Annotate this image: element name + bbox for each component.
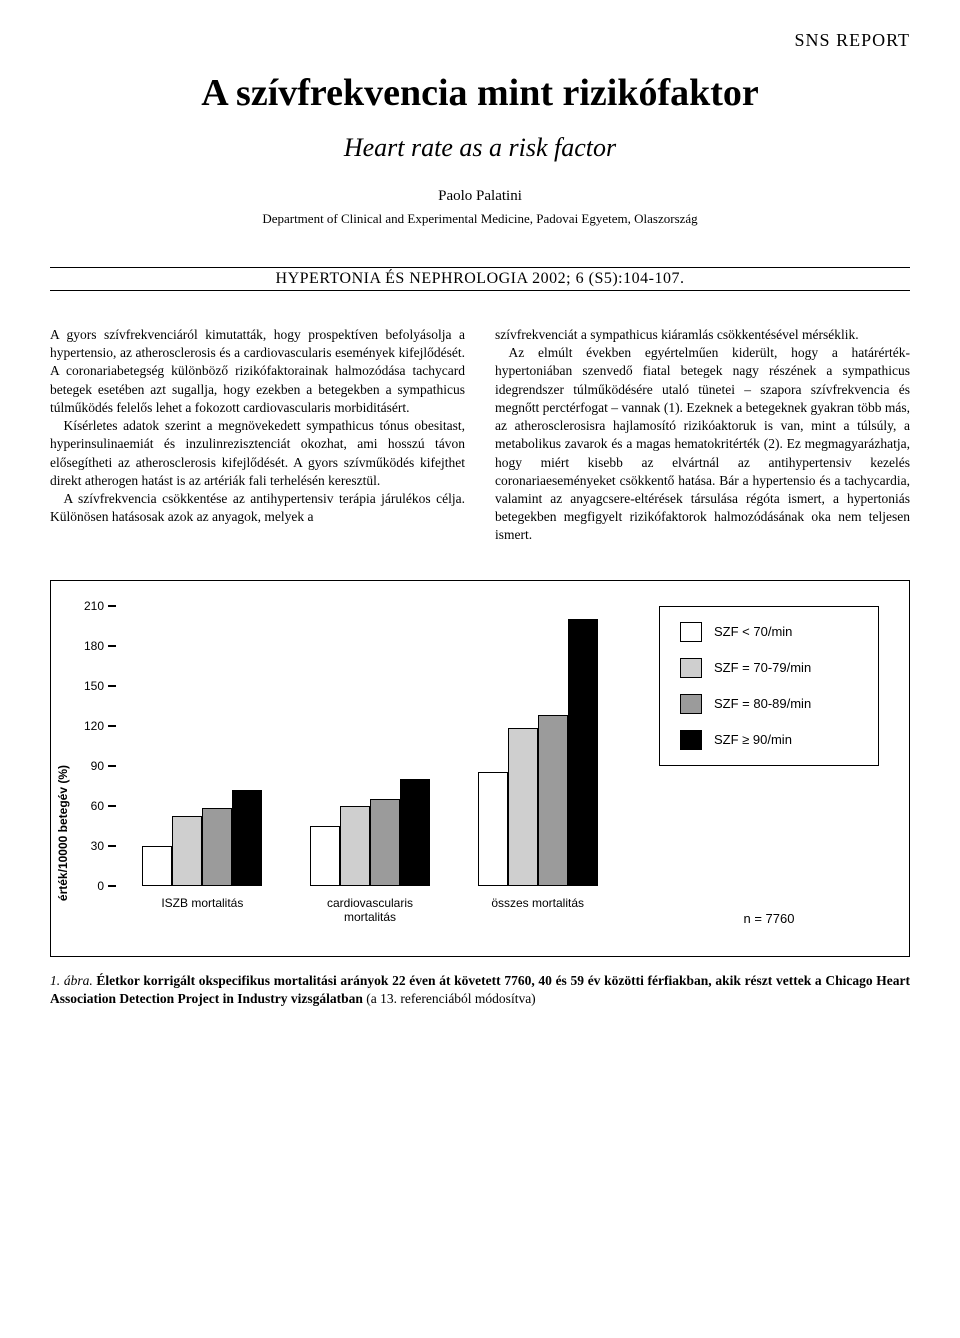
y-tick: 150	[84, 679, 116, 693]
y-tick: 180	[84, 639, 116, 653]
bar-group	[476, 619, 599, 886]
legend-label: SZF = 80-89/min	[714, 696, 811, 711]
y-tick: 90	[91, 759, 116, 773]
legend-label: SZF < 70/min	[714, 624, 792, 639]
bar	[340, 806, 370, 886]
body-paragraph: Az elmúlt években egyértelműen kiderült,…	[495, 344, 910, 544]
chart-area: érték/10000 betegév (%) 0306090120150180…	[81, 606, 619, 924]
legend-item: SZF ≥ 90/min	[680, 730, 858, 750]
bar	[370, 799, 400, 886]
bar-group	[141, 790, 264, 886]
y-tick: 210	[84, 599, 116, 613]
legend-label: SZF = 70-79/min	[714, 660, 811, 675]
legend-swatch	[680, 730, 702, 750]
x-axis-label: ISZB mortalitás	[141, 896, 264, 924]
legend-swatch	[680, 658, 702, 678]
journal-citation: HYPERTONIA ÉS NEPHROLOGIA 2002; 6 (S5):1…	[276, 270, 685, 287]
bar-plot: 0306090120150180210	[121, 606, 619, 886]
y-tick: 60	[91, 799, 116, 813]
figure-caption-rest: (a 13. referenciából módosítva)	[363, 991, 536, 1006]
bar-group	[309, 779, 432, 886]
x-axis-labels: ISZB mortalitás cardiovascularis mortalit…	[121, 886, 619, 924]
body-columns: A gyors szívfrekvenciáról kimutatták, ho…	[50, 326, 910, 545]
author-affiliation: Department of Clinical and Experimental …	[50, 211, 910, 227]
x-axis-label: összes mortalitás	[476, 896, 599, 924]
figure-caption: 1. ábra. Életkor korrigált okspecifikus …	[50, 972, 910, 1008]
chart-wrap: érték/10000 betegév (%) 0306090120150180…	[81, 606, 879, 926]
x-axis-label: cardiovascularis mortalitás	[309, 896, 432, 924]
author-name: Paolo Palatini	[50, 188, 910, 205]
journal-citation-bar: HYPERTONIA ÉS NEPHROLOGIA 2002; 6 (S5):1…	[50, 267, 910, 291]
legend-item: SZF = 70-79/min	[680, 658, 858, 678]
article-title: A szívfrekvencia mint rizikófaktor	[50, 71, 910, 115]
article-subtitle: Heart rate as a risk factor	[50, 133, 910, 163]
figure-box: érték/10000 betegév (%) 0306090120150180…	[50, 580, 910, 957]
bar	[202, 808, 232, 885]
figure-caption-label: 1. ábra.	[50, 973, 93, 988]
legend-item: SZF = 80-89/min	[680, 694, 858, 714]
legend-swatch	[680, 622, 702, 642]
body-column-right: szívfrekvenciát a sympathicus kiáramlás …	[495, 326, 910, 545]
bar	[568, 619, 598, 886]
y-tick: 30	[91, 839, 116, 853]
bar	[232, 790, 262, 886]
y-axis-label: érték/10000 betegév (%)	[56, 765, 70, 901]
y-tick: 120	[84, 719, 116, 733]
section-header: SNS REPORT	[50, 30, 910, 51]
legend-swatch	[680, 694, 702, 714]
y-axis-ticks: 0306090120150180210	[81, 606, 116, 886]
chart-n-label: n = 7760	[659, 911, 879, 926]
legend-label: SZF ≥ 90/min	[714, 732, 792, 747]
body-paragraph: Kísérletes adatok szerint a megnövekedet…	[50, 417, 465, 490]
chart-legend: SZF < 70/min SZF = 70-79/min SZF = 80-89/m…	[659, 606, 879, 766]
legend-item: SZF < 70/min	[680, 622, 858, 642]
body-column-left: A gyors szívfrekvenciáról kimutatták, ho…	[50, 326, 465, 545]
bar	[142, 846, 172, 886]
bar	[478, 772, 508, 885]
bar	[310, 826, 340, 886]
bar	[172, 816, 202, 885]
body-paragraph: szívfrekvenciát a sympathicus kiáramlás …	[495, 326, 910, 344]
chart-legend-column: SZF < 70/min SZF = 70-79/min SZF = 80-89/m…	[659, 606, 879, 926]
bar	[538, 715, 568, 886]
bar	[508, 728, 538, 885]
body-paragraph: A gyors szívfrekvenciáról kimutatták, ho…	[50, 326, 465, 417]
body-paragraph: A szívfrekvencia csökkentése az antihype…	[50, 490, 465, 526]
bar	[400, 779, 430, 886]
y-tick: 0	[97, 879, 116, 893]
